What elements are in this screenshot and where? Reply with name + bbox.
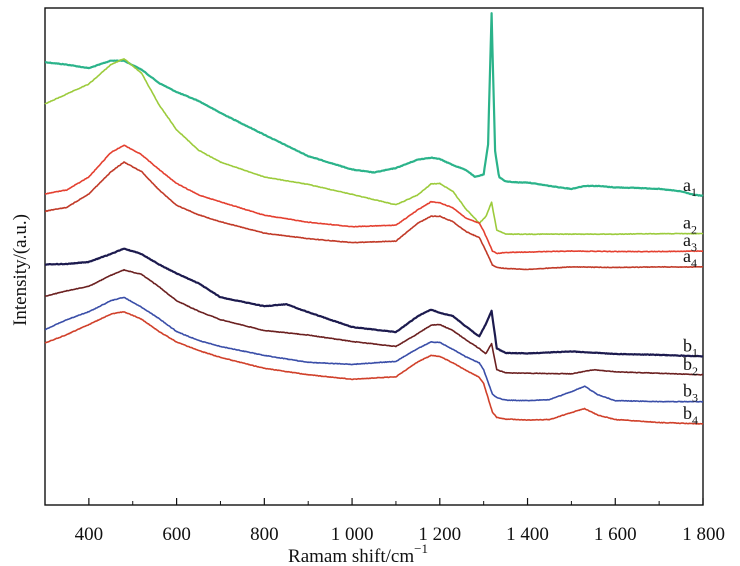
x-tick-label-800: 800 (250, 524, 279, 545)
series-line-a4 (44, 161, 704, 271)
series-label-base-a1: a (683, 175, 691, 195)
series-label-sub-b3: 3 (692, 391, 698, 405)
series-label-sub-a4: 4 (691, 256, 697, 270)
series-line-b1 (44, 247, 704, 358)
series-line-a3 (45, 144, 703, 255)
series-label-sub-a2: 2 (691, 223, 697, 237)
series-label-b1: b1 (683, 335, 698, 359)
series-label-a3: a3 (683, 230, 697, 254)
x-tick-label-1800: 1 800 (682, 524, 725, 545)
series-line-b4 (44, 311, 704, 425)
series-label-base-b2: b (683, 354, 692, 374)
series-label-sub-b1: 1 (692, 345, 698, 359)
series-label-b3: b3 (683, 381, 698, 405)
series-line-b2 (44, 268, 704, 376)
x-tick-label-1000: 1 000 (331, 524, 374, 545)
series-label-base-a4: a (683, 246, 691, 266)
series-label-sub-a3: 3 (691, 240, 697, 254)
series-label-a4: a4 (683, 246, 697, 270)
series-label-b2: b2 (683, 354, 698, 378)
plot-frame (44, 7, 704, 506)
series-label-sub-b4: 4 (692, 413, 698, 427)
x-tick-label-1200: 1 200 (418, 524, 461, 545)
series-line-a2 (44, 58, 704, 236)
series-label-base-a3: a (683, 230, 691, 250)
y-axis-title: Intensity/(a.u.) (10, 214, 31, 326)
x-tick-label-400: 400 (75, 524, 104, 545)
series-label-base-b1: b (683, 335, 692, 355)
x-axis-title-text: Ramam shift/cm (288, 546, 414, 566)
x-tick-label-1600: 1 600 (594, 524, 637, 545)
series-label-base-a2: a (683, 213, 691, 233)
series-line-b3 (44, 296, 704, 403)
series-line-a1 (44, 12, 704, 197)
x-axis-title-superscript: −1 (414, 541, 428, 556)
x-axis-title: Ramam shift/cm−1 (288, 541, 428, 566)
series-label-base-b4: b (683, 403, 692, 423)
series-label-sub-b2: 2 (692, 364, 698, 378)
series-label-b4: b4 (683, 403, 698, 427)
series-label-sub-a1: 1 (691, 185, 697, 199)
x-tick-label-600: 600 (162, 524, 191, 545)
series-label-a2: a2 (683, 213, 697, 237)
x-tick-label-1400: 1 400 (506, 524, 549, 545)
series-label-a1: a1 (683, 175, 697, 199)
series-label-base-b3: b (683, 381, 692, 401)
